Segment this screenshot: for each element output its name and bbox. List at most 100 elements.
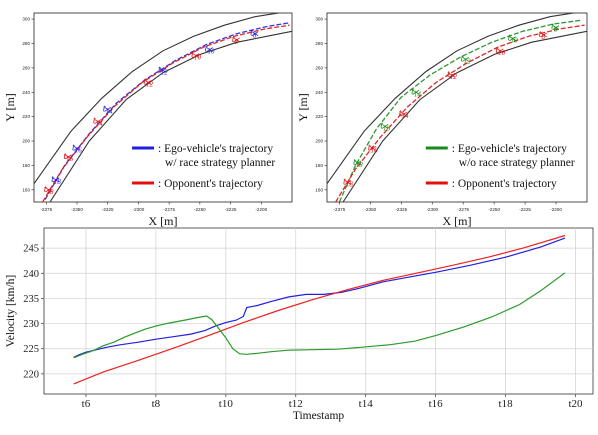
x-axis-title: X [m] [149, 214, 178, 228]
time-label: t10 [508, 33, 518, 45]
time-label: t14 [103, 103, 113, 115]
time-label: t10 [495, 45, 505, 57]
legend-label-1-line2: w/o race strategy planner [459, 157, 575, 169]
time-marker [412, 89, 420, 95]
x-tick-label: -2350 [364, 207, 376, 212]
y-tick-label: 260 [22, 65, 30, 70]
y-tick-label: 300 [315, 17, 323, 22]
time-marker [552, 25, 560, 30]
time-label: t12 [447, 69, 457, 81]
time-label: t16 [368, 142, 378, 154]
time-marker [206, 47, 213, 52]
time-label: t8 [232, 34, 239, 46]
time-label: t8 [539, 29, 546, 41]
y-tick-label: 230 [23, 319, 39, 330]
y-axis-title: Y [m] [296, 93, 310, 122]
x-tick-label: -2225 [519, 207, 531, 212]
x-tick-label: t6 [82, 398, 91, 410]
velocity-panel: t6 t8 t10 t12 t14 t16 t18 t20 220 225 230 235 240 245… [5, 227, 594, 422]
time-marker [94, 119, 102, 124]
time-marker [369, 146, 377, 151]
time-label: t16 [63, 151, 73, 163]
time-marker [159, 67, 167, 73]
time-marker [354, 160, 362, 166]
track-boundary-2 [342, 30, 587, 202]
legend-label-2: : Opponent's trajectory [158, 178, 263, 190]
y-tick-label: 160 [22, 187, 30, 192]
y-tick-label: 240 [315, 90, 323, 95]
x-tick-label: -2375 [40, 207, 52, 212]
y-tick-label: 245 [23, 244, 39, 255]
x-tick-label: -2300 [426, 207, 438, 212]
y-tick-label: 240 [22, 90, 30, 95]
y-tick-label: 225 [23, 344, 39, 355]
legend-label-1: : Ego-vehicle's trajectory [158, 143, 273, 155]
x-tick-label: -2250 [194, 207, 206, 212]
x-tick-label: -2275 [457, 207, 469, 212]
velocity-series-1 [73, 237, 566, 358]
trajectory-panel-1: -2375 -2350 -2325 -2300 -2275 -2250 -2225 -2200… [3, 12, 293, 228]
time-marker [52, 177, 60, 183]
x-tick-label: t14 [359, 398, 374, 410]
track-boundary-2 [49, 30, 292, 202]
x-tick-label: t16 [429, 398, 444, 410]
y-axis-title: Y [m] [3, 93, 17, 122]
time-marker [497, 48, 504, 54]
time-marker [448, 72, 456, 78]
x-tick-label: t18 [499, 398, 514, 410]
trajectory-series-1 [44, 22, 290, 200]
y-tick-label: 280 [315, 41, 323, 46]
x-tick-label: -2200 [255, 207, 267, 212]
y-tick-label: 220 [22, 114, 30, 119]
x-tick-label: -2325 [395, 207, 407, 212]
time-label: t14 [411, 86, 421, 98]
time-marker [104, 106, 111, 112]
legend: : Ego-vehicle's trajectory w/o race strat… [425, 143, 575, 190]
y-tick-label: 200 [315, 139, 323, 144]
time-marker [462, 57, 469, 62]
time-marker [400, 111, 407, 117]
y-tick-label: 200 [22, 139, 30, 144]
plot-area: t18 t16 t14 t12 t10 t8 t18 t16 t14 t12 t10 t8 [327, 13, 587, 202]
y-tick-label: 300 [22, 17, 30, 22]
y-tick-label: 280 [22, 41, 30, 46]
x-tick-label: t10 [219, 398, 234, 410]
time-marker [65, 154, 72, 160]
time-label: t10 [191, 50, 201, 62]
x-tick-label: t12 [289, 398, 303, 410]
y-tick-label: 160 [315, 187, 323, 192]
time-label: t16 [72, 142, 82, 154]
time-label: t10 [205, 44, 215, 56]
x-tick-label: -2225 [225, 207, 237, 212]
x-axis-title: Timestamp [293, 410, 345, 422]
trajectory-series-2 [335, 24, 585, 202]
trajectory-panel-2: -2375 -2350 -2325 -2300 -2275 -2250 -2225 -2200… [296, 12, 588, 228]
legend: : Ego-vehicle's trajectory w/ race strate… [132, 143, 275, 190]
x-tick-label: t20 [568, 398, 583, 410]
time-marker [73, 146, 81, 151]
plot-frame [326, 12, 588, 203]
time-label: t18 [51, 174, 61, 186]
y-tick-label: 220 [23, 369, 39, 380]
plot-area: t18 t16 t14 t12 t10 t8 t18 t16 t14 t12 t10 t8 [34, 13, 292, 202]
legend-label-2: : Opponent's trajectory [452, 178, 557, 190]
time-label: t18 [353, 157, 363, 169]
x-tick-label: -2300 [133, 207, 145, 212]
time-marker [251, 31, 259, 37]
y-tick-label: 180 [315, 163, 323, 168]
plot-frame [33, 12, 293, 203]
x-tick-label: -2350 [71, 207, 83, 212]
time-label: t14 [93, 116, 103, 128]
legend-label-1-line2: w/ race strategy planner [165, 157, 275, 169]
velocity-series-2 [73, 234, 566, 385]
time-marker [192, 53, 200, 59]
time-label: t14 [399, 108, 409, 120]
time-label: t18 [44, 184, 54, 196]
track-boundary-1 [327, 13, 577, 185]
x-tick-label: -2375 [334, 207, 346, 212]
time-marker [540, 32, 547, 38]
time-label: t8 [250, 28, 257, 40]
time-marker [509, 36, 516, 41]
time-label: t16 [380, 120, 390, 132]
x-tick-label: -2275 [163, 207, 175, 212]
